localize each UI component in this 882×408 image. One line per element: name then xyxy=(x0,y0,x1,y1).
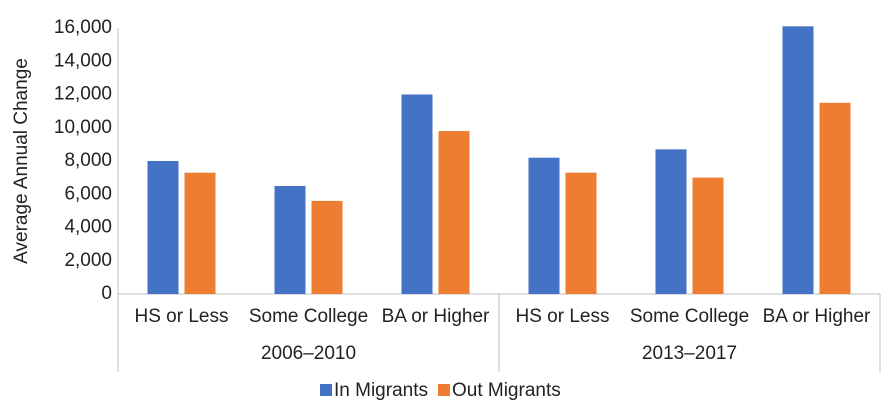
y-tick-label: 12,000 xyxy=(54,84,112,105)
bar xyxy=(655,149,687,294)
x-tick-label: HS or Less xyxy=(516,306,610,327)
x-tick-label: Some College xyxy=(630,306,749,327)
bar xyxy=(692,177,724,294)
y-tick-label: 6,000 xyxy=(64,183,112,204)
bar xyxy=(311,200,343,294)
group-label: 2006–2010 xyxy=(261,343,356,364)
bar xyxy=(147,161,179,294)
y-tick-label: 16,000 xyxy=(54,17,112,38)
y-tick-label: 14,000 xyxy=(54,50,112,71)
x-tick-label: BA or Higher xyxy=(382,306,490,327)
y-tick-label: 0 xyxy=(101,283,112,304)
bar xyxy=(401,94,433,294)
group-label: 2013–2017 xyxy=(642,343,737,364)
bar xyxy=(528,157,560,294)
legend-swatch xyxy=(437,384,450,396)
bar xyxy=(184,172,216,294)
bar xyxy=(565,172,597,294)
bar xyxy=(782,26,814,295)
y-tick-label: 8,000 xyxy=(64,150,112,171)
bar xyxy=(819,102,851,294)
y-tick-label: 4,000 xyxy=(64,217,112,238)
y-tick-label: 10,000 xyxy=(54,117,112,138)
bar xyxy=(274,185,306,294)
x-tick-label: BA or Higher xyxy=(763,306,871,327)
x-tick-label: Some College xyxy=(249,306,368,327)
x-tick-label: HS or Less xyxy=(135,306,229,327)
bar xyxy=(438,131,470,294)
legend-label: In Migrants xyxy=(334,380,428,401)
legend-swatch xyxy=(320,384,332,396)
y-axis-label: Average Annual Change xyxy=(11,58,32,264)
y-tick-label: 2,000 xyxy=(64,250,112,271)
legend-label: Out Migrants xyxy=(452,380,561,401)
